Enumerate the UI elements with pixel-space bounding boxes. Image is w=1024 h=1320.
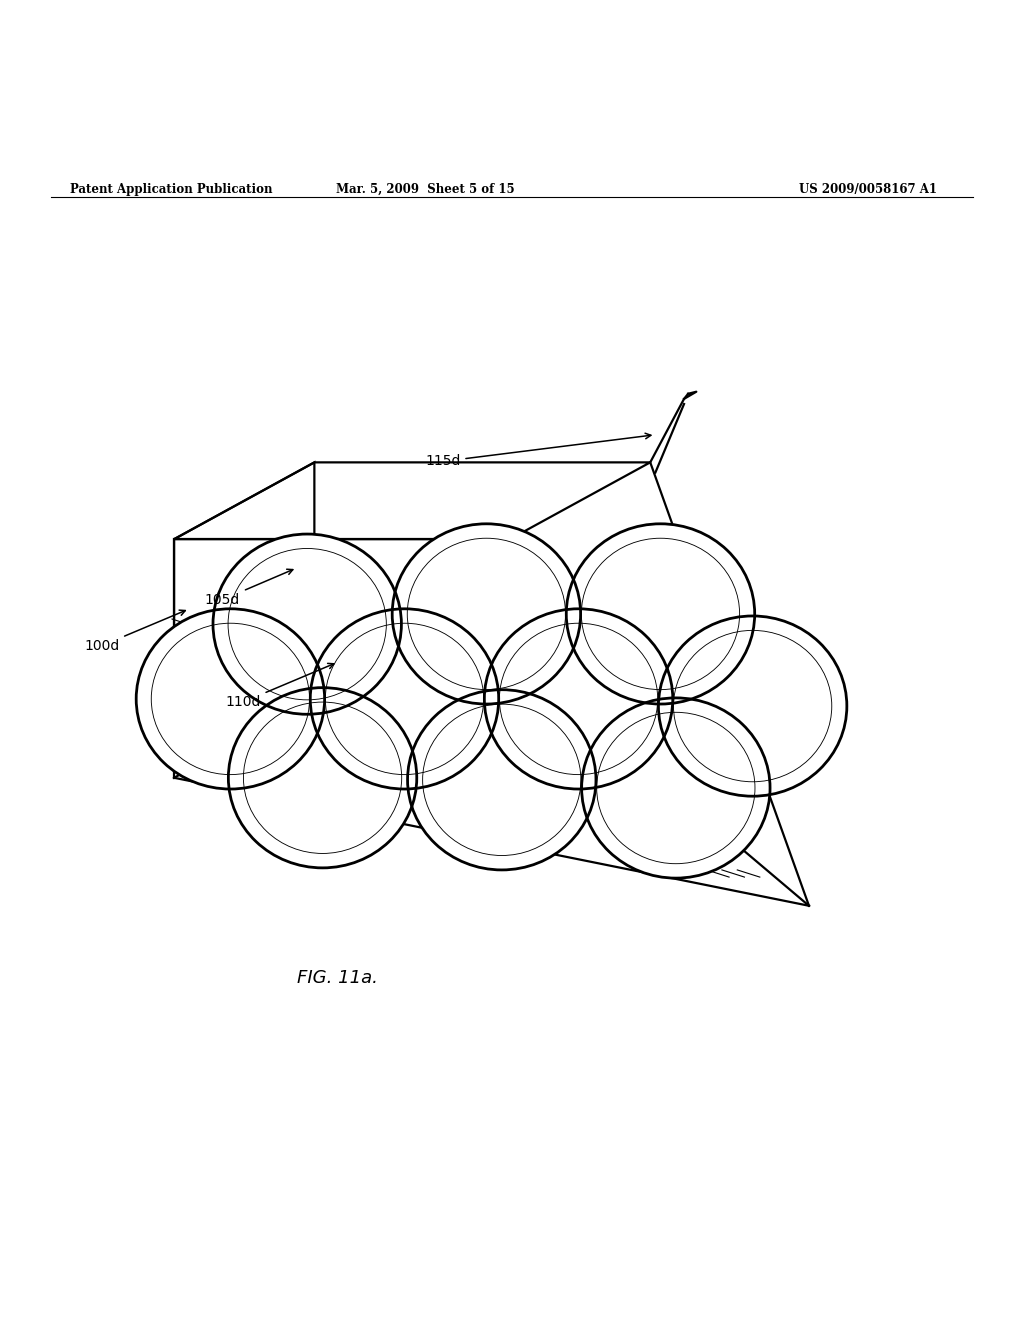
Text: FIG. 11a.: FIG. 11a.: [298, 969, 378, 987]
Text: Patent Application Publication: Patent Application Publication: [70, 182, 272, 195]
Ellipse shape: [484, 609, 673, 789]
Ellipse shape: [392, 524, 581, 704]
Text: Mar. 5, 2009  Sheet 5 of 15: Mar. 5, 2009 Sheet 5 of 15: [336, 182, 514, 195]
Text: 100d: 100d: [84, 610, 185, 653]
Ellipse shape: [213, 535, 401, 714]
Text: US 2009/0058167 A1: US 2009/0058167 A1: [799, 182, 937, 195]
Ellipse shape: [228, 688, 417, 867]
Ellipse shape: [136, 609, 325, 789]
Text: 110d: 110d: [225, 664, 334, 709]
Ellipse shape: [566, 524, 755, 704]
Text: 115d: 115d: [425, 433, 651, 469]
Text: 105d: 105d: [205, 569, 293, 607]
Ellipse shape: [658, 616, 847, 796]
Ellipse shape: [408, 689, 596, 870]
Ellipse shape: [310, 609, 499, 789]
Ellipse shape: [582, 698, 770, 878]
